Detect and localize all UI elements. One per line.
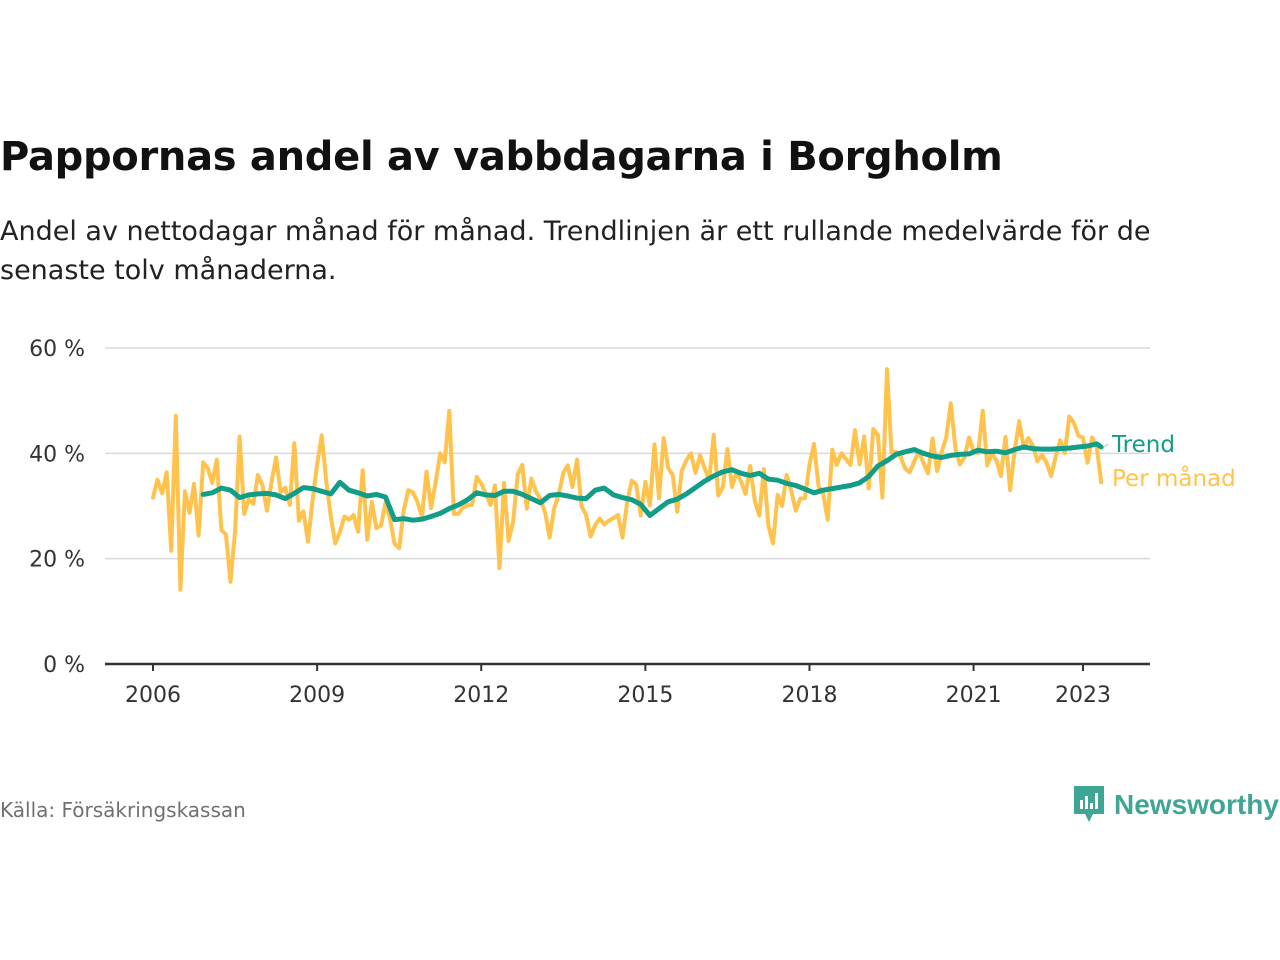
- series-line-per-manad: [151, 367, 1104, 592]
- trend-label-connector: [1103, 443, 1109, 448]
- series-labels: Trend Per månad: [1103, 432, 1236, 492]
- chart-title: Pappornas andel av vabbdagarna i Borghol…: [0, 134, 1003, 180]
- y-tick-label: 0 %: [43, 653, 85, 678]
- newsworthy-logo-icon: [1074, 786, 1104, 822]
- brand-name: Newsworthy: [1114, 789, 1279, 820]
- x-axis-ticks: 2006 2009 2012 2015 2018 2021 2023: [125, 664, 1111, 708]
- x-tick-label: 2023: [1055, 683, 1111, 708]
- x-tick-label: 2018: [781, 683, 837, 708]
- x-tick-label: 2021: [946, 683, 1002, 708]
- series-label-trend: Trend: [1111, 432, 1175, 458]
- grid-lines: [105, 347, 1150, 666]
- y-tick-label: 60 %: [29, 337, 85, 362]
- line-chart: 0 % 20 % 40 % 60 % 2006 2009 2012 2015 2018 2021…: [29, 337, 1236, 708]
- source-note: Källa: Försäkringskassan: [0, 798, 246, 822]
- x-tick-label: 2006: [125, 683, 181, 708]
- series-label-per-manad: Per månad: [1112, 464, 1236, 492]
- newsworthy-logo[interactable]: Newsworthy: [1072, 784, 1279, 826]
- chart-subtitle: Andel av nettodagar månad för månad. Tre…: [0, 216, 1151, 286]
- y-axis-ticks: 0 % 20 % 40 % 60 %: [29, 337, 85, 678]
- y-tick-label: 40 %: [29, 442, 85, 467]
- series-line-trend: [200, 441, 1104, 523]
- x-tick-label: 2012: [453, 683, 509, 708]
- y-tick-label: 20 %: [29, 548, 85, 573]
- x-tick-label: 2009: [289, 683, 345, 708]
- series-lines: [151, 367, 1104, 592]
- x-tick-label: 2015: [617, 683, 673, 708]
